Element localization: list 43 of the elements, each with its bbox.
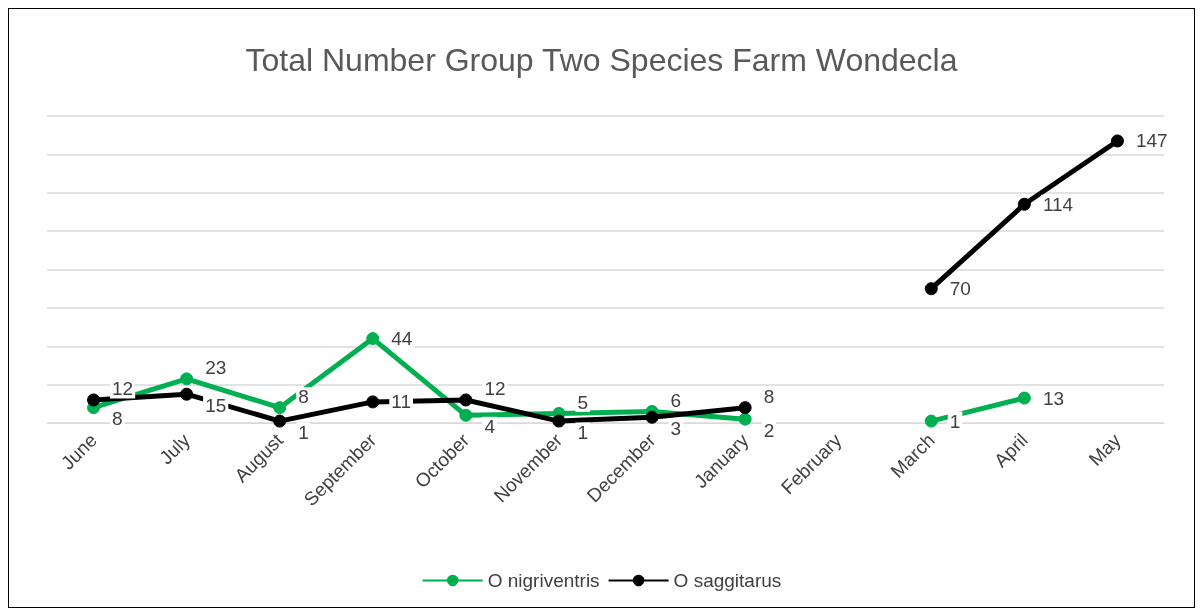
data-label: 6 [670, 389, 682, 411]
point [645, 410, 659, 424]
data-label: 1 [949, 410, 961, 432]
data-label: 5 [577, 391, 589, 413]
data-label: 23 [205, 357, 227, 379]
data-label: 12 [484, 378, 506, 400]
point [366, 395, 380, 409]
legend-label: O saggitarus [673, 570, 782, 591]
data-label: 15 [205, 394, 227, 416]
data-label: 1 [577, 421, 589, 443]
data-label: 8 [763, 386, 775, 408]
data-label: 8 [298, 386, 309, 408]
x-tick-label: May [1084, 429, 1126, 470]
data-label: 147 [1135, 130, 1168, 152]
point [738, 412, 752, 426]
point [366, 332, 380, 346]
point [273, 401, 287, 415]
data-label: 114 [1042, 193, 1074, 215]
data-label: 8 [112, 408, 123, 430]
data-label: 70 [949, 278, 971, 300]
data-label: 2 [763, 419, 775, 441]
legend-label: O nigriventris [487, 570, 600, 591]
data-label: 12 [112, 378, 134, 400]
point [738, 401, 752, 415]
point [459, 393, 473, 407]
point [924, 282, 938, 296]
data-label: 11 [391, 391, 412, 413]
point [273, 414, 287, 428]
point [552, 414, 566, 428]
point [1017, 197, 1031, 211]
point [87, 393, 101, 407]
point [180, 387, 194, 401]
data-label: 3 [670, 417, 682, 439]
chart-title: Total Number Group Two Species Farm Wondecla [245, 42, 958, 78]
point [1110, 134, 1124, 148]
data-label: 4 [484, 415, 496, 437]
data-label: 44 [391, 328, 413, 350]
x-tick-label: July [155, 429, 195, 469]
point [459, 408, 473, 422]
data-label: 13 [1042, 387, 1065, 409]
point [1017, 391, 1031, 405]
point [180, 372, 194, 386]
point [924, 414, 938, 428]
